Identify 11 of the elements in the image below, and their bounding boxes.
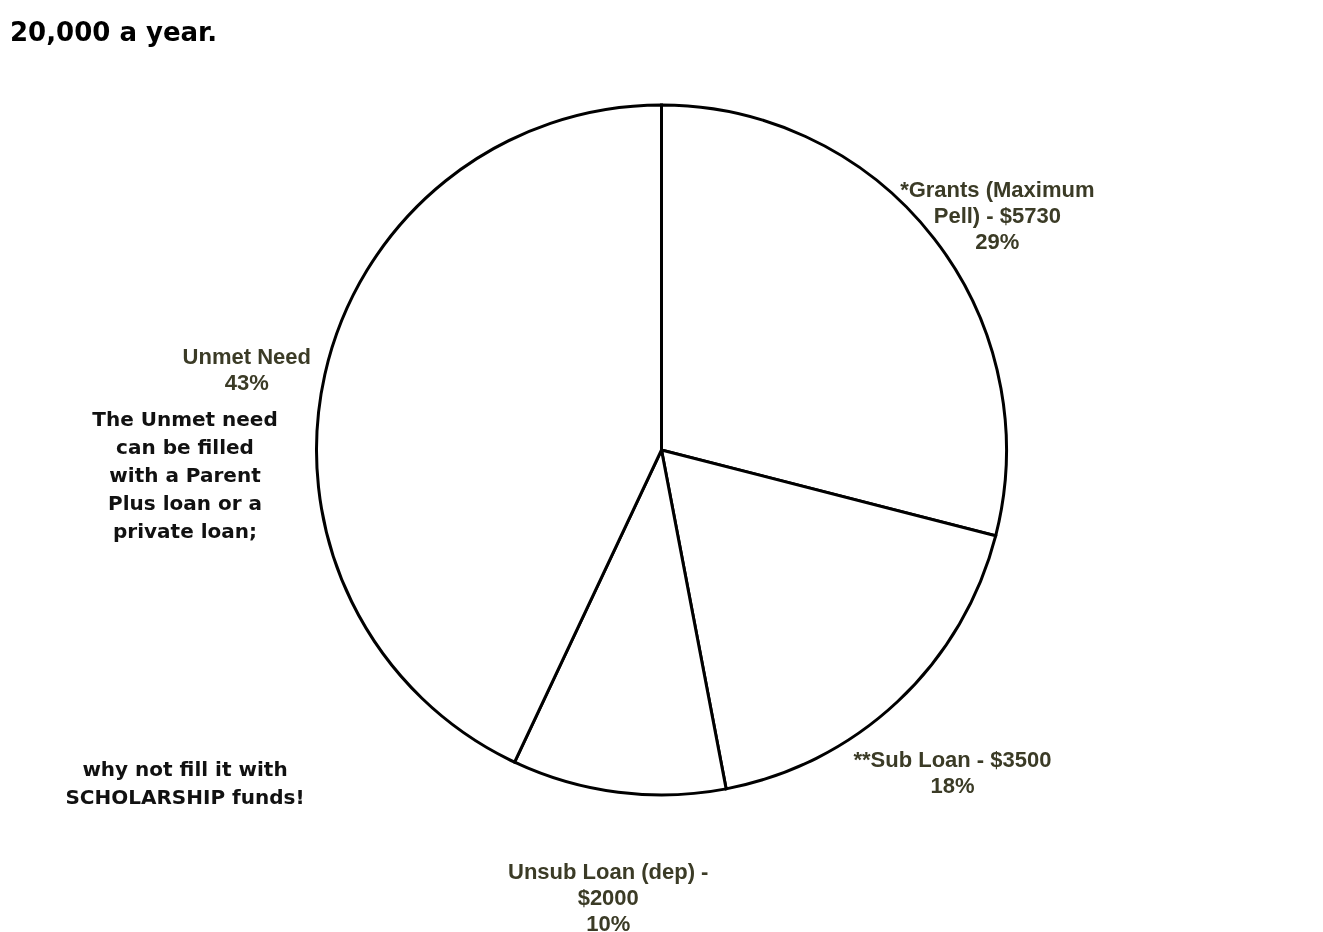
- slice-label: Unmet Need: [182, 344, 311, 370]
- slice-label: **Sub Loan - $3500: [853, 746, 1052, 772]
- data-label: 10%: [586, 910, 631, 932]
- data-label: 18%: [930, 772, 975, 798]
- data-label: 29%: [975, 228, 1020, 254]
- data-label: 43%: [224, 370, 269, 396]
- text: The Unmet need can be filled with a Parent Plus loan or a private loan;: [92, 407, 278, 543]
- chart-title: 20,000 a year.: [10, 17, 218, 47]
- slice-label: Unsub Loan (dep) - $2000: [508, 858, 709, 910]
- slice-label: *Grants (Maximum Pell) - $5730: [900, 176, 1095, 228]
- text: why not fill it with SCHOLARSHIP funds!: [65, 757, 305, 809]
